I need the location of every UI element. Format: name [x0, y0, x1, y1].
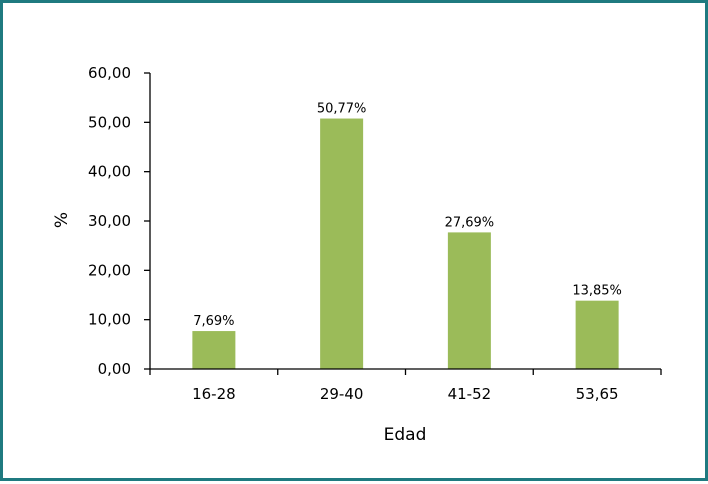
bar-41-52 — [447, 232, 491, 369]
y-tick-label: 60,00 — [88, 64, 131, 82]
y-tick-label: 50,00 — [88, 113, 131, 131]
y-tick-label: 0,00 — [98, 360, 131, 378]
y-axis-title: % — [52, 212, 72, 228]
data-label: 7,69% — [193, 314, 234, 329]
x-tick-label: 29-40 — [320, 385, 364, 403]
bars-layer — [192, 118, 619, 369]
bar-chart: 7,69% 16-28 50,77% 29-40 27,69% 41-52 13,85% 53… — [52, 64, 662, 445]
axes-layer — [144, 72, 662, 375]
data-label: 50,77% — [317, 102, 367, 117]
labels-layer: 7,69% 16-28 50,77% 29-40 27,69% 41-52 13,85% 53… — [88, 64, 622, 403]
bar-16-28 — [192, 331, 236, 369]
y-tick-label: 30,00 — [88, 212, 131, 230]
bar-53,65 — [575, 300, 619, 369]
y-tick-label: 20,00 — [88, 261, 131, 279]
y-tick-label: 10,00 — [88, 311, 131, 329]
bar-29-40 — [320, 118, 364, 369]
y-tick-label: 40,00 — [88, 163, 131, 181]
data-label: 13,85% — [572, 284, 622, 299]
x-tick-label: 16-28 — [192, 385, 236, 403]
x-axis-title: Edad — [384, 425, 427, 445]
x-tick-label: 53,65 — [576, 385, 619, 403]
x-tick-label: 41-52 — [448, 385, 492, 403]
data-label: 27,69% — [445, 215, 495, 230]
